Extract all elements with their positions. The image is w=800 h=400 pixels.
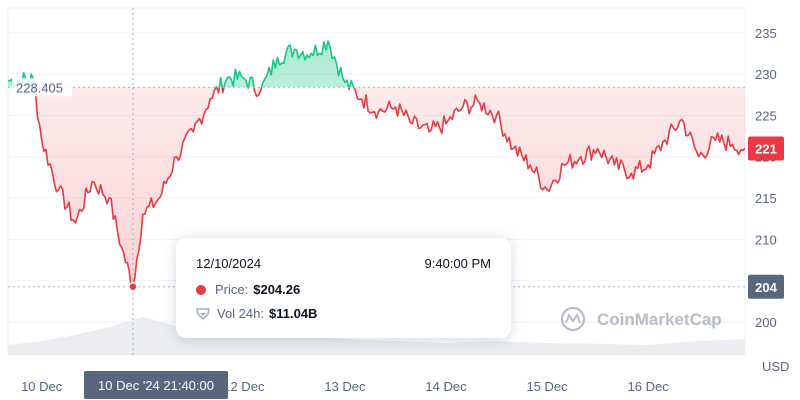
- hover-time-badge-text: 10 Dec '24 21:40:00: [98, 378, 214, 393]
- tooltip-time: 9:40:00 PM: [424, 256, 492, 271]
- watermark-text: CoinMarketCap: [597, 310, 722, 329]
- tooltip-volume-row: Vol 24h: $11.04B: [196, 306, 317, 321]
- watermark: CoinMarketCap: [560, 306, 722, 332]
- x-tick-label: 14 Dec: [425, 379, 467, 394]
- hover-price-badge-text: 204: [755, 280, 777, 295]
- y-tick-label: 215: [755, 191, 777, 206]
- volume-shield-icon: [196, 307, 210, 320]
- tooltip-price-value: $204.26: [253, 282, 301, 297]
- tooltip-price-label: Price:: [215, 282, 249, 297]
- coinmarketcap-logo-icon: [560, 306, 586, 332]
- y-tick-label: 200: [755, 315, 777, 330]
- tooltip-price-row: Price: $204.26: [196, 282, 300, 297]
- x-tick-label: 13 Dec: [324, 379, 366, 394]
- reference-label-bg: [12, 78, 72, 97]
- y-tick-label: 210: [755, 232, 777, 247]
- price-line-down: [12, 87, 746, 288]
- reference-price-label: 228.405: [16, 80, 63, 95]
- hover-price-badge: [748, 274, 784, 299]
- axis-badges: 221 204 10 Dec '24 21:40:00: [84, 136, 784, 399]
- x-tick-label: 16 Dec: [628, 379, 670, 394]
- volume-area-group: [8, 317, 745, 355]
- volume-area: [8, 317, 745, 355]
- y-tick-label: 230: [755, 67, 777, 82]
- currency-label: USD: [762, 359, 789, 374]
- x-tick-label: 15 Dec: [526, 379, 568, 394]
- tooltip-volume-value: $11.04B: [269, 306, 318, 321]
- hover-crosshair-group: [8, 8, 745, 355]
- tooltip-volume-label: Vol 24h:: [217, 306, 264, 321]
- hover-time-badge: [84, 371, 228, 399]
- current-price-badge-text: 221: [755, 141, 777, 156]
- x-tick-label: 12 Dec: [223, 379, 265, 394]
- x-axis-ticks: 10 Dec 12 Dec 13 Dec 14 Dec 15 Dec 16 Dec: [21, 379, 669, 394]
- y-tick-label: 225: [755, 108, 777, 123]
- hover-point-marker: [128, 282, 138, 292]
- coinmarketcap-logo-mark: [565, 313, 581, 324]
- y-tick-label: 235: [755, 26, 777, 41]
- price-line-group: [7, 40, 746, 288]
- hover-tooltip: 12/10/2024 9:40:00 PM Price: $204.26 Vol…: [176, 238, 511, 338]
- x-tick-label: 10 Dec: [21, 379, 63, 394]
- price-fill-below-reference: [8, 87, 745, 287]
- reference-line-group: 228.405: [8, 78, 745, 97]
- current-price-badge: [748, 136, 784, 161]
- tooltip-date: 12/10/2024: [196, 256, 262, 271]
- price-dot-icon: [196, 284, 206, 295]
